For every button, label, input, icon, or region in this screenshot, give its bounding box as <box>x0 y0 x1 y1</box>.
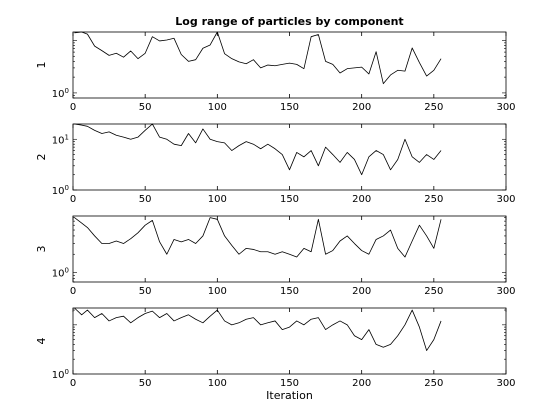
y-axis-label-4: 4 <box>35 338 48 345</box>
y-tick-label: 100 <box>52 87 69 100</box>
chart-title: Log range of particles by component <box>175 15 403 28</box>
x-tick-label: 300 <box>496 102 515 113</box>
y-tick-label: 100 <box>52 368 69 381</box>
x-tick-label: 200 <box>352 194 371 205</box>
x-tick-label: 0 <box>70 194 76 205</box>
x-tick-label: 300 <box>496 286 515 297</box>
axes-frame-1 <box>72 31 507 99</box>
x-tick-label: 150 <box>280 102 299 113</box>
x-tick-label: 50 <box>139 378 152 389</box>
y-tick-label: 100 <box>52 267 69 280</box>
x-tick-label: 100 <box>208 378 227 389</box>
y-axis-label-3: 3 <box>35 246 48 253</box>
y-tick-label: 101 <box>52 133 69 146</box>
subplot-4: 0 50 100 150 200 250 300 100 4 <box>35 307 516 389</box>
x-tick-label: 0 <box>70 286 76 297</box>
x-tick-label: 50 <box>139 194 152 205</box>
x-tick-label: 100 <box>208 102 227 113</box>
series-line-4 <box>74 307 442 351</box>
x-tick-label: 200 <box>352 102 371 113</box>
x-tick-label: 200 <box>352 286 371 297</box>
x-tick-label: 250 <box>424 378 443 389</box>
subplot-1: 0 50 100 150 200 250 300 100 1 <box>35 31 516 113</box>
x-tick-label: 250 <box>424 102 443 113</box>
x-tick-label: 0 <box>70 102 76 113</box>
series-line-3 <box>74 217 442 258</box>
series-line-1 <box>74 31 442 85</box>
x-axis-label: Iteration <box>266 389 313 402</box>
x-tick-label: 150 <box>280 286 299 297</box>
x-tick-label: 100 <box>208 286 227 297</box>
x-tick-label: 150 <box>280 194 299 205</box>
x-tick-label: 300 <box>496 194 515 205</box>
x-tick-label: 50 <box>139 286 152 297</box>
x-tick-label: 200 <box>352 378 371 389</box>
y-axis-label-2: 2 <box>35 154 48 161</box>
subplot-2: 0 50 100 150 200 250 300 100 101 2 <box>35 123 516 205</box>
x-tick-label: 150 <box>280 378 299 389</box>
series-line-2 <box>74 123 442 176</box>
axes-frame-3 <box>72 215 507 283</box>
y-axis-label-1: 1 <box>35 62 48 69</box>
x-tick-label: 0 <box>70 378 76 389</box>
x-tick-label: 50 <box>139 102 152 113</box>
subplot-3: 0 50 100 150 200 250 300 100 3 <box>35 215 516 297</box>
x-tick-label: 250 <box>424 194 443 205</box>
x-tick-label: 300 <box>496 378 515 389</box>
x-tick-label: 100 <box>208 194 227 205</box>
x-tick-label: 250 <box>424 286 443 297</box>
y-tick-label: 100 <box>52 184 69 197</box>
axes-frame-2 <box>72 123 507 191</box>
